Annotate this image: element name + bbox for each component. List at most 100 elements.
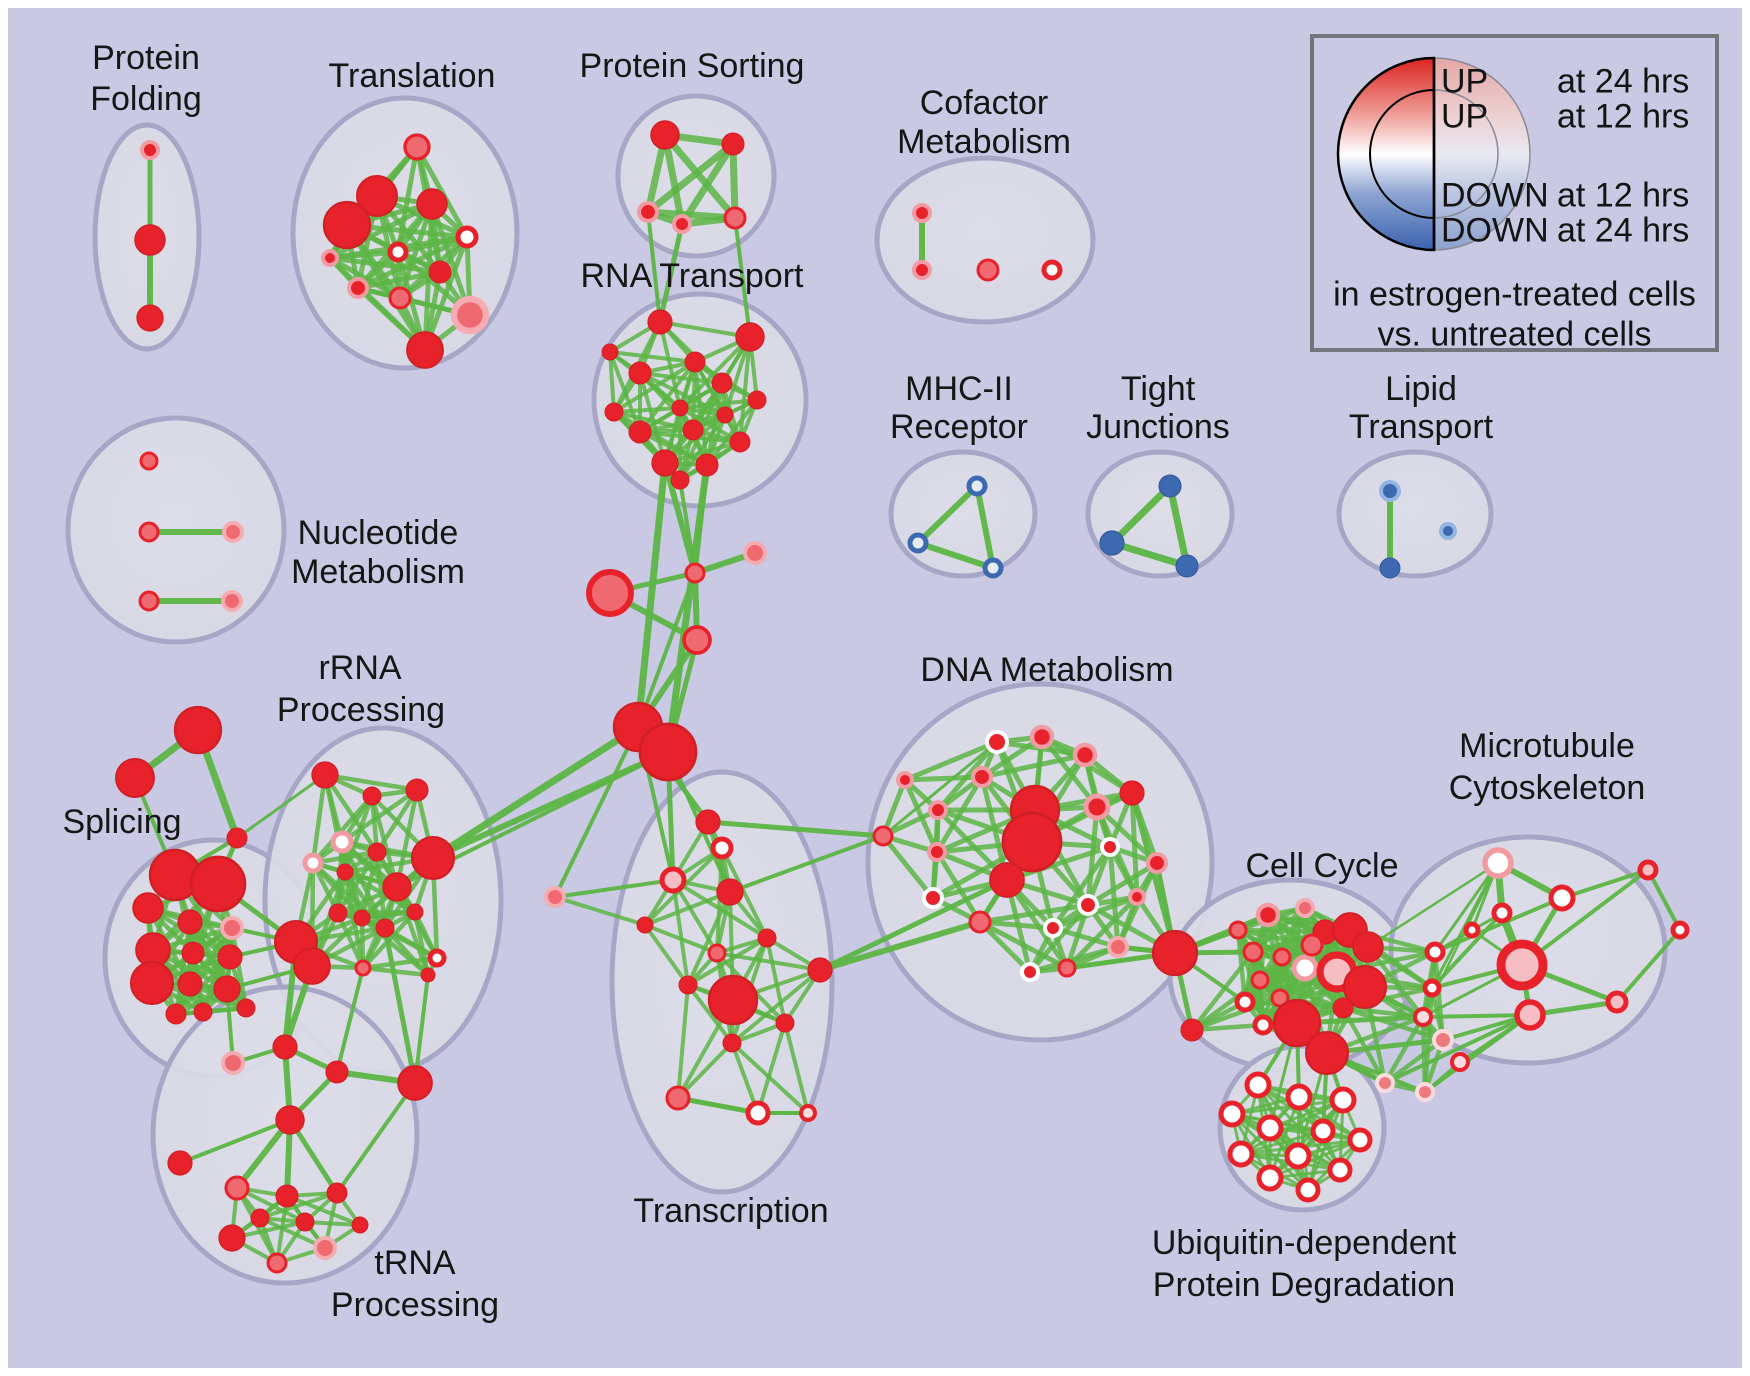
- edge: [1108, 539, 1191, 570]
- node: [982, 557, 1004, 579]
- cluster-label-rna-transport-0: RNA Transport: [581, 257, 805, 295]
- cluster-label-microtubule-cytoskeleton-0: Microtubule: [1459, 727, 1635, 765]
- node: [722, 1033, 742, 1053]
- node: [544, 886, 566, 908]
- node: [428, 260, 452, 284]
- edge: [1235, 927, 1283, 1001]
- edge: [738, 335, 752, 444]
- node: [638, 722, 698, 782]
- node: [1300, 933, 1324, 957]
- node: [1375, 1073, 1395, 1093]
- edge: [733, 216, 752, 339]
- node: [1151, 929, 1199, 977]
- edge: [671, 878, 769, 940]
- node: [173, 705, 223, 755]
- edge: [686, 890, 732, 987]
- cluster-label-rrna-processing-0: rRNA: [318, 649, 401, 687]
- node: [601, 343, 619, 361]
- edge: [1382, 1037, 1446, 1086]
- node: [647, 309, 673, 335]
- edge: [720, 846, 769, 940]
- node: [684, 351, 706, 373]
- node: [1291, 954, 1319, 982]
- legend-box: UP at 24 hrs UP at 12 hrs DOWN at 12 hrs…: [1310, 34, 1719, 354]
- node: [326, 1182, 348, 1204]
- edge: [636, 571, 697, 729]
- edge: [915, 540, 996, 571]
- node: [757, 928, 777, 948]
- node: [129, 960, 175, 1006]
- edge: [327, 255, 428, 353]
- node: [922, 887, 944, 909]
- node: [293, 947, 331, 985]
- node: [1450, 1052, 1470, 1072]
- node: [636, 200, 660, 224]
- node: [353, 909, 371, 927]
- edge: [817, 919, 983, 973]
- edge: [335, 910, 366, 971]
- node: [707, 974, 759, 1026]
- node: [628, 420, 652, 444]
- node: [322, 200, 372, 250]
- node: [1424, 941, 1446, 963]
- node: [1057, 958, 1077, 978]
- node: [250, 1208, 270, 1228]
- node: [671, 399, 689, 417]
- node: [1342, 964, 1388, 1010]
- edge: [643, 890, 732, 927]
- edge: [1235, 927, 1315, 948]
- node: [1242, 941, 1264, 963]
- node: [450, 295, 490, 335]
- cluster-label-cofactor-metabolism-1: Metabolism: [897, 123, 1071, 161]
- edge: [1382, 1014, 1426, 1086]
- node: [455, 225, 479, 249]
- edge: [612, 410, 709, 467]
- node: [723, 206, 747, 230]
- node: [1284, 1142, 1312, 1170]
- edge: [977, 919, 1070, 971]
- node: [328, 903, 348, 923]
- edge: [977, 902, 1091, 925]
- cluster-label-trna-processing-1: Processing: [331, 1286, 499, 1324]
- edge: [335, 1081, 417, 1195]
- node: [354, 959, 372, 977]
- node: [181, 941, 205, 965]
- node: [729, 431, 751, 453]
- node: [1145, 851, 1169, 875]
- node: [1119, 780, 1145, 806]
- edge: [686, 983, 734, 1045]
- legend-inner-left-arc: [1369, 89, 1435, 219]
- node: [1001, 811, 1063, 873]
- edge: [934, 774, 985, 855]
- cluster-label-trna-processing-0: tRNA: [374, 1244, 456, 1282]
- edge: [1615, 928, 1682, 1004]
- node: [367, 842, 387, 862]
- node: [907, 532, 929, 554]
- node: [1327, 1157, 1353, 1183]
- edge: [1268, 1138, 1362, 1180]
- node: [221, 590, 243, 612]
- node: [650, 120, 680, 150]
- edge: [1235, 927, 1328, 935]
- edge: [327, 255, 443, 275]
- node: [684, 562, 706, 584]
- legend-footer-line2: vs. untreated cells: [1377, 315, 1652, 354]
- edge: [783, 1021, 810, 1115]
- legend-time-12: at 12 hrs: [1557, 97, 1690, 136]
- node: [1072, 742, 1098, 768]
- node: [336, 863, 354, 881]
- node: [236, 998, 256, 1018]
- node: [966, 475, 988, 497]
- legend-time-24: at 24 hrs: [1557, 62, 1690, 101]
- node: [872, 825, 894, 847]
- node: [1439, 522, 1457, 540]
- edge: [412, 909, 431, 978]
- node: [665, 1085, 691, 1111]
- legend-dir-down-24: DOWN: [1441, 211, 1549, 250]
- edge: [360, 955, 440, 971]
- edge: [553, 878, 675, 899]
- node: [912, 260, 932, 280]
- legend-footer-line1: in estrogen-treated cells: [1333, 275, 1696, 314]
- node: [743, 541, 767, 565]
